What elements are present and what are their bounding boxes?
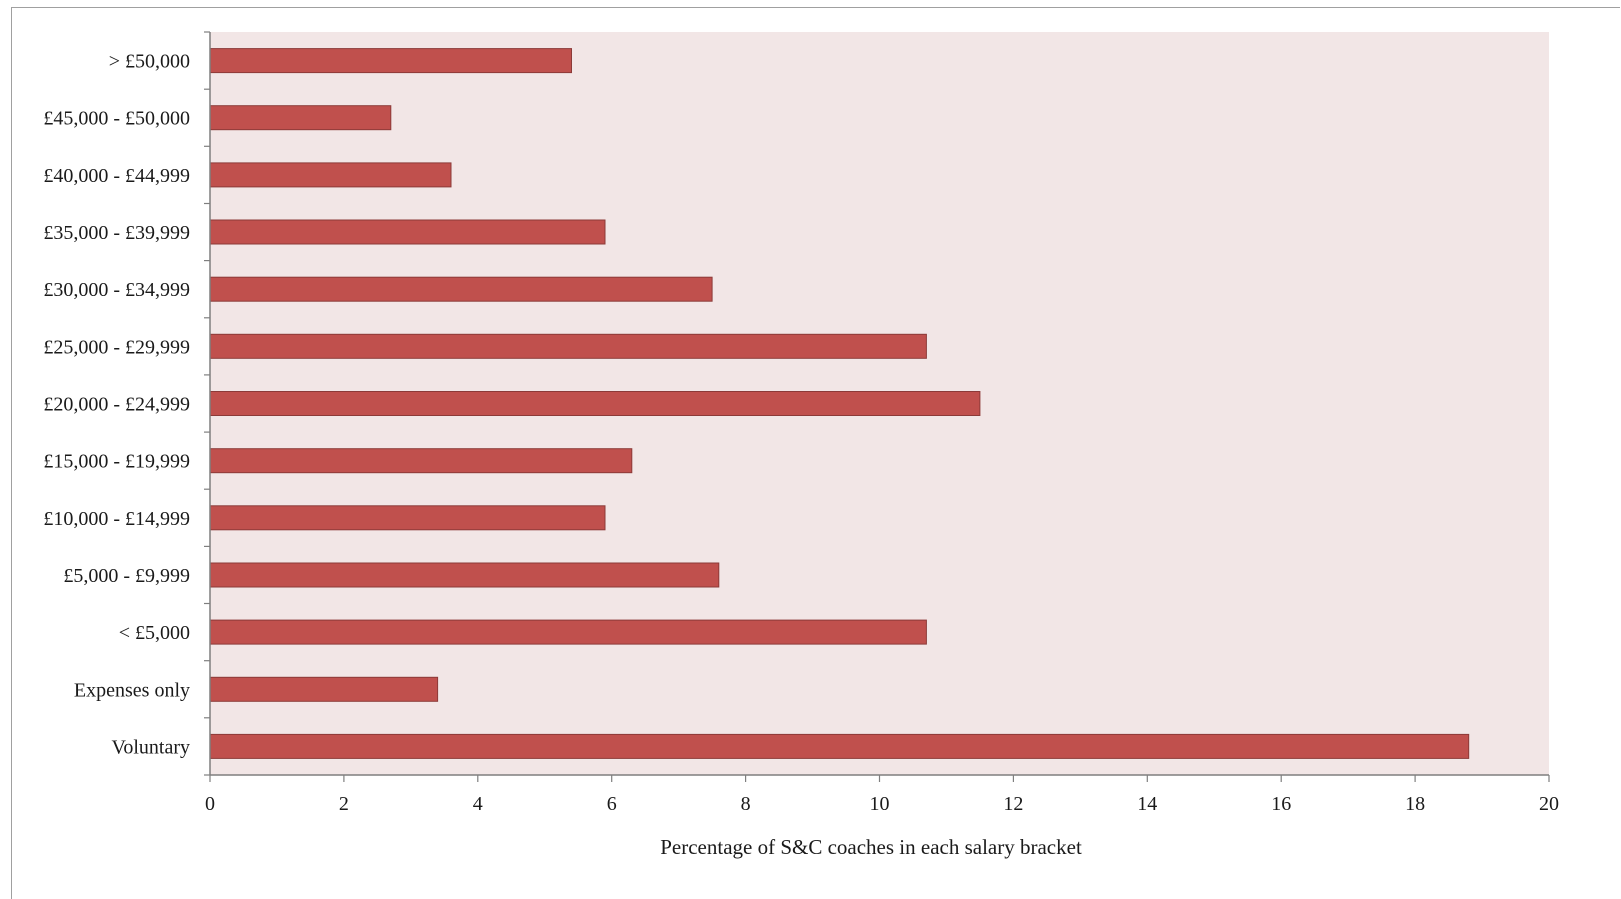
y-tick-label: £20,000 - £24,999 xyxy=(43,394,190,416)
y-tick-label: £30,000 - £34,999 xyxy=(43,279,190,301)
bar xyxy=(209,333,927,359)
bar xyxy=(209,505,606,531)
y-tick-label: Voluntary xyxy=(111,736,190,758)
x-tick-label: 4 xyxy=(473,793,483,815)
y-tick-label: £45,000 - £50,000 xyxy=(43,108,190,130)
bar xyxy=(209,733,1470,759)
bar xyxy=(209,105,392,131)
y-tick-label: £10,000 - £14,999 xyxy=(43,508,190,530)
y-tick-label: £5,000 - £9,999 xyxy=(63,565,190,587)
y-tick-label: £15,000 - £19,999 xyxy=(43,451,190,473)
y-tick-label: £35,000 - £39,999 xyxy=(43,222,190,244)
bar xyxy=(209,219,606,245)
bar xyxy=(209,391,981,416)
bar xyxy=(209,448,633,474)
y-tick-label: £25,000 - £29,999 xyxy=(43,336,190,358)
x-tick-label: 16 xyxy=(1271,793,1291,815)
x-tick-label: 12 xyxy=(1003,793,1023,815)
x-tick-label: 20 xyxy=(1539,793,1559,815)
x-tick-label: 18 xyxy=(1405,793,1425,815)
bars-group xyxy=(209,48,1470,759)
bar xyxy=(209,162,452,188)
bar xyxy=(209,562,720,588)
y-tick-label: < £5,000 xyxy=(119,622,190,644)
y-tick-labels: > £50,000 £45,000 - £50,000 £40,000 - £44,… xyxy=(43,51,190,759)
axes-group xyxy=(204,31,1550,782)
bar xyxy=(209,48,572,74)
x-axis-title: Percentage of S&C coaches in each salary… xyxy=(660,835,1082,859)
y-tick-label: Expenses only xyxy=(74,679,190,701)
x-tick-label: 0 xyxy=(205,793,215,815)
bar xyxy=(209,676,439,702)
chart-frame xyxy=(11,7,1620,899)
x-tick-label: 8 xyxy=(741,793,751,815)
bar xyxy=(209,276,713,302)
x-tick-label: 14 xyxy=(1137,793,1157,815)
y-tick-label: £40,000 - £44,999 xyxy=(43,165,190,187)
x-tick-labels: 0 2 4 6 8 10 12 14 16 18 20 xyxy=(205,793,1559,815)
x-tick-label: 10 xyxy=(870,793,890,815)
x-tick-label: 2 xyxy=(339,793,349,815)
x-tick-label: 6 xyxy=(607,793,617,815)
y-tick-label: > £50,000 xyxy=(109,51,190,73)
bar xyxy=(209,619,927,645)
